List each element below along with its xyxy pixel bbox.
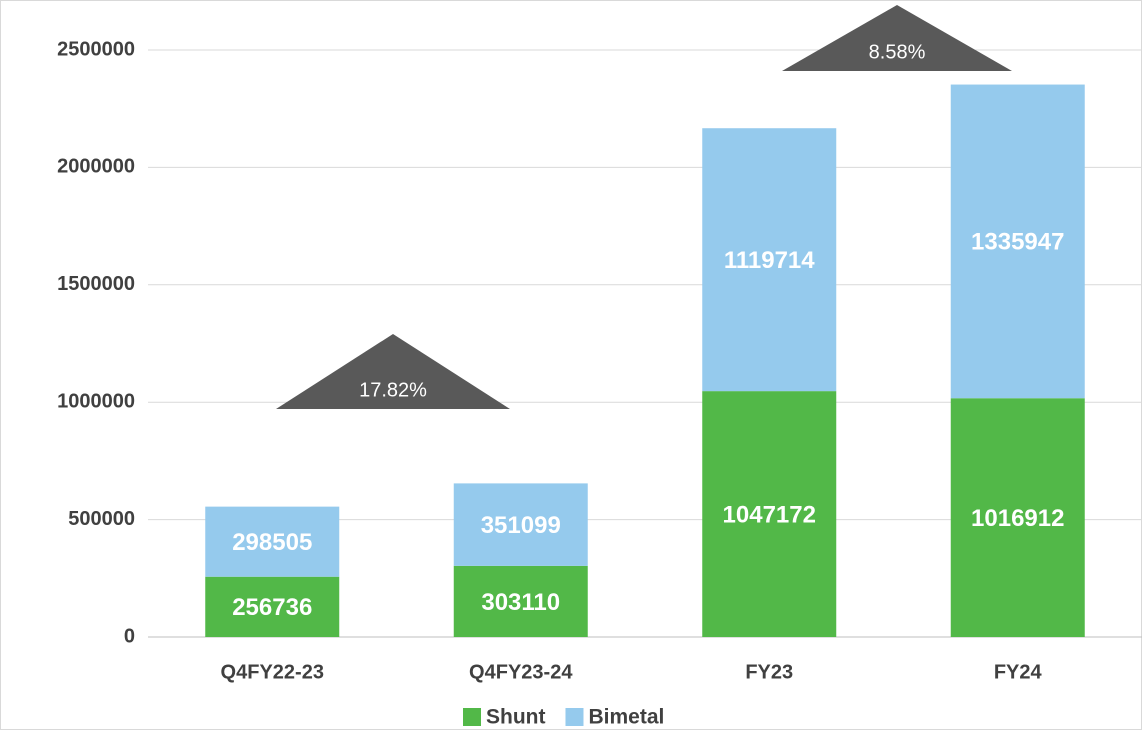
y-tick-label: 1000000 xyxy=(57,390,135,412)
legend-swatch xyxy=(463,708,481,726)
data-label: 303110 xyxy=(481,589,560,616)
bar-segment xyxy=(950,398,1085,637)
bar-segment xyxy=(453,483,588,566)
y-tick-label: 2500000 xyxy=(57,38,135,60)
annotation-label: 8.58% xyxy=(869,41,926,63)
y-tick-label: 0 xyxy=(124,625,135,647)
x-tick-label: FY24 xyxy=(994,661,1043,683)
annotation-triangle xyxy=(276,334,510,409)
legend-label: Bimetal xyxy=(588,706,664,729)
bar-segment xyxy=(205,506,340,577)
x-tick-label: Q4FY22-23 xyxy=(221,661,324,683)
bar-segment xyxy=(950,84,1085,399)
data-label: 1016912 xyxy=(971,505,1064,532)
bar-segment xyxy=(702,391,837,637)
legend-swatch xyxy=(565,708,584,726)
data-label: 1335947 xyxy=(971,229,1064,256)
bar-segment xyxy=(702,128,837,392)
x-tick-label: Q4FY23-24 xyxy=(469,661,573,683)
data-label: 351099 xyxy=(481,512,561,539)
data-label: 298505 xyxy=(232,529,312,556)
data-label: 1047172 xyxy=(723,501,816,528)
data-label: 1119714 xyxy=(724,247,815,274)
x-tick-label: FY23 xyxy=(745,661,793,683)
annotation-label: 17.82% xyxy=(359,379,427,401)
y-tick-label: 1500000 xyxy=(57,273,135,295)
annotation-triangle xyxy=(782,5,1012,71)
bar-segment xyxy=(205,576,340,637)
bar-segment xyxy=(453,565,588,637)
data-label: 256736 xyxy=(232,594,312,621)
legend-label: Shunt xyxy=(486,706,545,729)
y-tick-label: 500000 xyxy=(68,508,135,530)
y-tick-label: 2000000 xyxy=(57,156,135,178)
